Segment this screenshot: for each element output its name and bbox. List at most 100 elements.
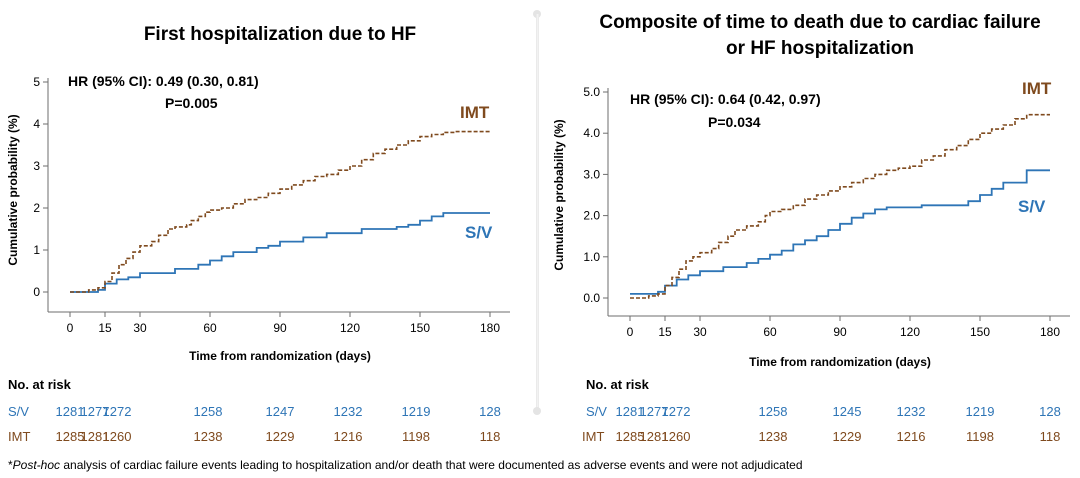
at-risk-value: 1285 xyxy=(615,429,645,444)
p-value-annotation: P=0.005 xyxy=(165,95,218,111)
x-tick-label: 180 xyxy=(480,321,500,335)
series-line-sv xyxy=(630,169,1050,295)
at-risk-row-imt: IMT 1285 1281 1260 1238 1229 1216 1198 118 xyxy=(540,429,1080,447)
y-tick-label: 5 xyxy=(33,75,40,89)
series-label-imt: IMT xyxy=(1022,79,1052,98)
chart-panel-composite: Composite of time to death due to cardia… xyxy=(540,0,1080,455)
footnote-mark: * xyxy=(8,458,13,472)
at-risk-value: 1216 xyxy=(333,429,363,444)
at-risk-row-imt: IMT 1285 1281 1260 1238 1229 1216 1198 118 xyxy=(0,429,540,447)
y-tick-label: 1.0 xyxy=(583,250,600,264)
y-tick-label: 4 xyxy=(33,117,40,131)
y-tick-label: 0 xyxy=(33,285,40,299)
at-risk-value: 1219 xyxy=(965,404,995,419)
chart-title: First hospitalization due to HF xyxy=(10,22,550,48)
x-tick-label: 0 xyxy=(67,321,74,335)
at-risk-header: No. at risk xyxy=(586,377,649,392)
divider-bottom-dot xyxy=(533,407,541,415)
series-line-imt xyxy=(70,130,490,293)
at-risk-value: 1245 xyxy=(832,404,862,419)
y-axis-label: Cumulative probability (%) xyxy=(6,114,20,265)
chart-title-text: First hospitalization due to HF xyxy=(143,24,417,45)
at-risk-row-sv: S/V 1281 1277 1272 1258 1245 1232 1219 128 xyxy=(540,404,1080,422)
at-risk-value: 128 xyxy=(1039,404,1061,419)
at-risk-value: 1258 xyxy=(193,404,223,419)
km-plot: 0 1 2 3 4 5 0 15 30 60 90 120 150 180 Time from random… xyxy=(6,73,510,363)
x-tick-label: 120 xyxy=(900,325,920,339)
at-risk-value: 1277 xyxy=(80,404,110,419)
at-risk-value: 1229 xyxy=(265,429,295,444)
at-risk-value: 1219 xyxy=(401,404,431,419)
at-risk-value: 1277 xyxy=(639,404,669,419)
x-axis-label: Time from randomization (days) xyxy=(749,355,931,369)
chart-panel-hf-hospitalization: First hospitalization due to HF 0 1 2 3 4 5 0 1… xyxy=(0,0,540,455)
panel-divider xyxy=(536,14,539,414)
series-line-imt xyxy=(630,113,1050,299)
y-tick-label: 0.0 xyxy=(583,291,600,305)
y-tick-label: 5.0 xyxy=(583,85,600,99)
at-risk-value: 1238 xyxy=(193,429,223,444)
at-risk-value: 1238 xyxy=(758,429,788,444)
x-tick-label: 150 xyxy=(410,321,430,335)
at-risk-value: 1247 xyxy=(265,404,295,419)
x-tick-label: 150 xyxy=(970,325,990,339)
x-tick-label: 90 xyxy=(833,325,847,339)
p-value-annotation: P=0.034 xyxy=(708,114,761,130)
at-risk-value: 1232 xyxy=(333,404,363,419)
at-risk-value: 1260 xyxy=(102,429,132,444)
y-tick-label: 2.0 xyxy=(583,209,600,223)
at-risk-value: 118 xyxy=(1039,429,1061,444)
x-tick-label: 120 xyxy=(340,321,360,335)
y-tick-label: 4.0 xyxy=(583,126,600,140)
at-risk-value: 1272 xyxy=(661,404,691,419)
series-label-sv: S/V xyxy=(465,223,493,242)
x-axis-label: Time from randomization (days) xyxy=(189,349,371,363)
x-tick-label: 30 xyxy=(693,325,707,339)
hazard-ratio-annotation: HR (95% CI): 0.49 (0.30, 0.81) xyxy=(68,73,259,89)
chart-title: Composite of time to death due to cardia… xyxy=(570,10,1070,62)
x-tick-label: 0 xyxy=(627,325,634,339)
at-risk-label: S/V xyxy=(586,404,607,419)
at-risk-value: 1281 xyxy=(639,429,669,444)
at-risk-value: 1260 xyxy=(661,429,691,444)
at-risk-label: S/V xyxy=(8,404,29,419)
x-tick-label: 60 xyxy=(203,321,217,335)
y-tick-label: 3.0 xyxy=(583,167,600,181)
hazard-ratio-annotation: HR (95% CI): 0.64 (0.42, 0.97) xyxy=(630,91,821,107)
y-tick-label: 2 xyxy=(33,201,40,215)
at-risk-value: 1285 xyxy=(55,429,85,444)
x-tick-label: 90 xyxy=(273,321,287,335)
footnote-text: analysis of cardiac failure events leadi… xyxy=(60,458,803,472)
at-risk-label: IMT xyxy=(8,429,31,444)
at-risk-value: 1272 xyxy=(102,404,132,419)
at-risk-value: 118 xyxy=(479,429,501,444)
footnote-italic: Post-hoc xyxy=(12,458,61,472)
at-risk-header: No. at risk xyxy=(8,377,71,392)
series-line-sv xyxy=(70,212,490,293)
at-risk-value: 1258 xyxy=(758,404,788,419)
at-risk-value: 1198 xyxy=(966,429,994,444)
at-risk-value: 1229 xyxy=(832,429,862,444)
km-plot: 0.0 1.0 2.0 3.0 4.0 5.0 0 15 30 60 90 120 150 180 Time… xyxy=(552,79,1070,369)
at-risk-value: 1281 xyxy=(55,404,85,419)
series-label-imt: IMT xyxy=(460,103,490,122)
at-risk-value: 1232 xyxy=(896,404,926,419)
y-tick-label: 1 xyxy=(33,243,40,257)
series-label-sv: S/V xyxy=(1018,197,1046,216)
at-risk-value: 1281 xyxy=(615,404,645,419)
at-risk-row-sv: S/V 1281 1277 1272 1258 1247 1232 1219 128 xyxy=(0,404,540,422)
at-risk-value: 128 xyxy=(479,404,501,419)
chart-title-line: Composite of time to death due to cardia… xyxy=(599,12,1041,33)
footnote: *Post-hoc analysis of cardiac failure ev… xyxy=(8,458,803,472)
at-risk-value: 1281 xyxy=(80,429,110,444)
x-tick-label: 60 xyxy=(763,325,777,339)
x-tick-label: 15 xyxy=(98,321,112,335)
y-tick-label: 3 xyxy=(33,159,40,173)
at-risk-value: 1198 xyxy=(402,429,430,444)
x-tick-label: 30 xyxy=(133,321,147,335)
y-axis-label: Cumulative probability (%) xyxy=(552,119,566,270)
at-risk-value: 1216 xyxy=(896,429,926,444)
at-risk-label: IMT xyxy=(582,429,605,444)
chart-title-line: or HF hospitalization xyxy=(726,38,914,59)
x-tick-label: 180 xyxy=(1040,325,1060,339)
